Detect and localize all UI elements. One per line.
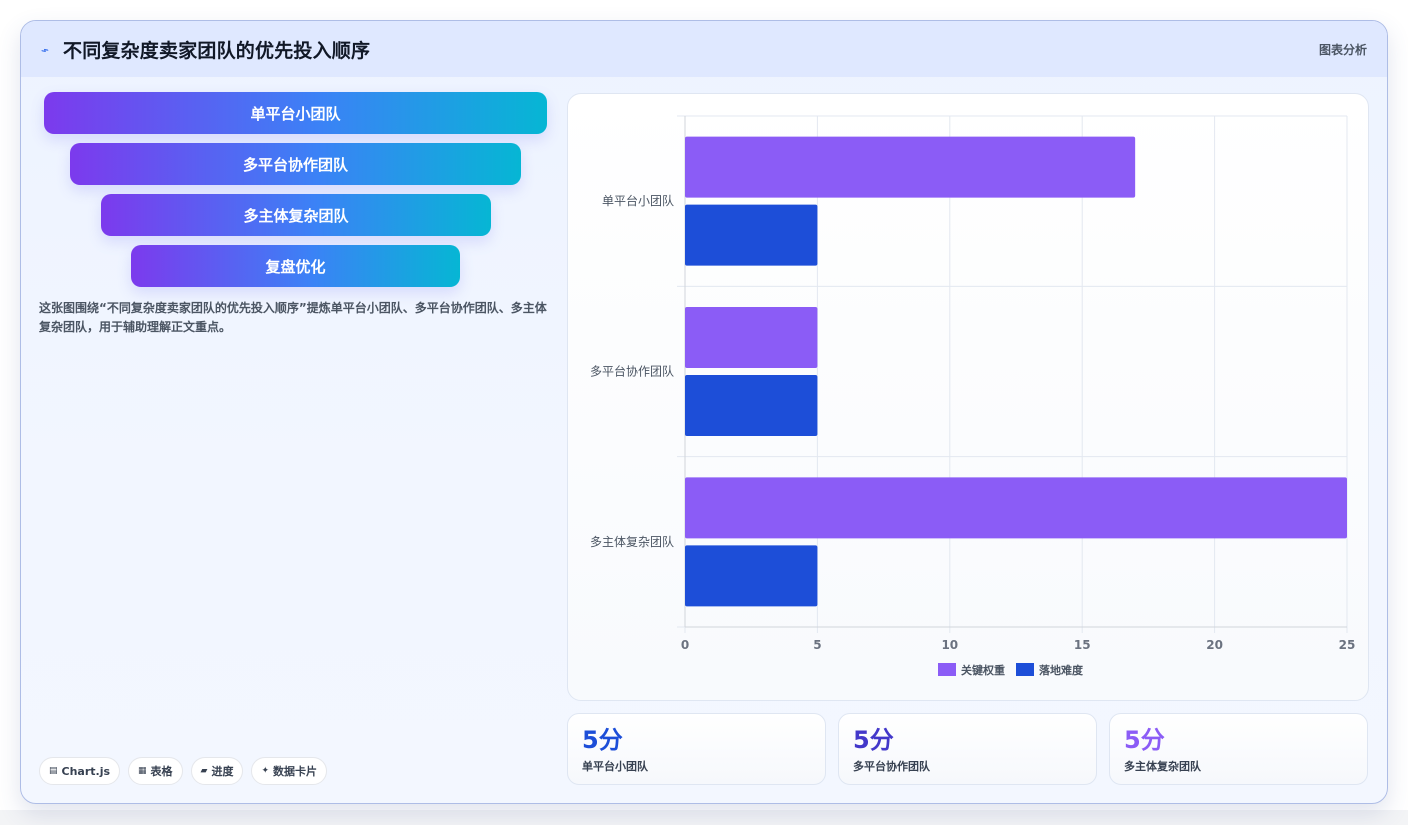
progress-icon: ▰	[200, 766, 208, 776]
sparkle-icon: ✦	[261, 766, 270, 776]
tag-data-cards[interactable]: ✦ 数据卡片	[251, 757, 328, 785]
stat-value: 5分	[1124, 726, 1165, 754]
tag-label: 进度	[211, 765, 234, 778]
chart-icon: ▤	[49, 766, 58, 776]
x-tick-label: 5	[813, 638, 821, 652]
chart-card: ⌁ 不同复杂度卖家团队的优先投入顺序 图表分析 单平台小团队 多平台协作团队 多…	[20, 20, 1388, 804]
sparkline-icon: ⌁	[38, 42, 52, 59]
x-tick-label: 10	[941, 638, 958, 652]
tag-progress[interactable]: ▰ 进度	[190, 757, 244, 785]
tag-label: 数据卡片	[273, 765, 318, 778]
bar-key-weight-1	[685, 136, 1136, 198]
stat-label: 多平台协作团队	[853, 760, 930, 773]
stat-label: 单平台小团队	[582, 760, 648, 773]
x-tick-label: 25	[1339, 638, 1356, 652]
page-bottom-band	[0, 810, 1408, 825]
funnel-step-3: 多主体复杂团队	[101, 194, 491, 236]
chart-description: 这张图围绕“不同复杂度卖家团队的优先投入顺序”提炼单平台小团队、多平台协作团队、…	[39, 301, 547, 334]
bar-chart-panel: 单平台小团队多平台协作团队 多主体复杂团队 0 5 10 15 20 25 关键权重 落地难度	[567, 93, 1369, 701]
tag-label: Chart.js	[61, 764, 111, 778]
tag-list: ▤ Chart.js ▦ 表格 ▰ 进度 ✦ 数据卡片	[39, 757, 328, 785]
stat-label: 多主体复杂团队	[1124, 760, 1201, 773]
page-title: 不同复杂度卖家团队的优先投入顺序	[63, 39, 371, 62]
y-tick-label: 单平台小团队	[602, 193, 674, 208]
stat-value: 5分	[853, 726, 894, 754]
y-tick-label: 多平台协作团队	[590, 364, 674, 379]
table-icon: ▦	[138, 766, 147, 776]
stat-card-3: 5分 多主体复杂团队	[1109, 713, 1368, 785]
funnel-step-2: 多平台协作团队	[70, 143, 521, 185]
card-header: ⌁ 不同复杂度卖家团队的优先投入顺序 图表分析	[21, 21, 1387, 77]
stat-card-1: 5分 单平台小团队	[567, 713, 826, 785]
bar-key-weight-2	[685, 307, 818, 368]
tag-table[interactable]: ▦ 表格	[128, 757, 183, 785]
legend-swatch	[1016, 663, 1034, 676]
bar-difficulty-2	[685, 375, 818, 436]
bar-key-weight-3	[685, 477, 1347, 539]
tag-label: 表格	[150, 765, 173, 778]
funnel-step-1: 单平台小团队	[44, 92, 547, 134]
bar-difficulty-1	[685, 204, 818, 266]
x-tick-label: 0	[681, 638, 689, 652]
stat-value: 5分	[582, 726, 623, 754]
stat-card-2: 5分 多平台协作团队	[838, 713, 1097, 785]
tag-chartjs[interactable]: ▤ Chart.js	[39, 757, 121, 785]
funnel-step-4: 复盘优化	[131, 245, 460, 287]
legend-label: 关键权重	[961, 663, 1005, 677]
x-tick-label: 15	[1074, 638, 1091, 652]
y-tick-label: 多主体复杂团队	[590, 534, 674, 549]
legend-swatch	[938, 663, 956, 676]
x-tick-label: 20	[1206, 638, 1223, 652]
legend-label: 落地难度	[1039, 663, 1084, 677]
chart-analysis-label: 图表分析	[1318, 42, 1367, 57]
bar-difficulty-3	[685, 545, 818, 607]
